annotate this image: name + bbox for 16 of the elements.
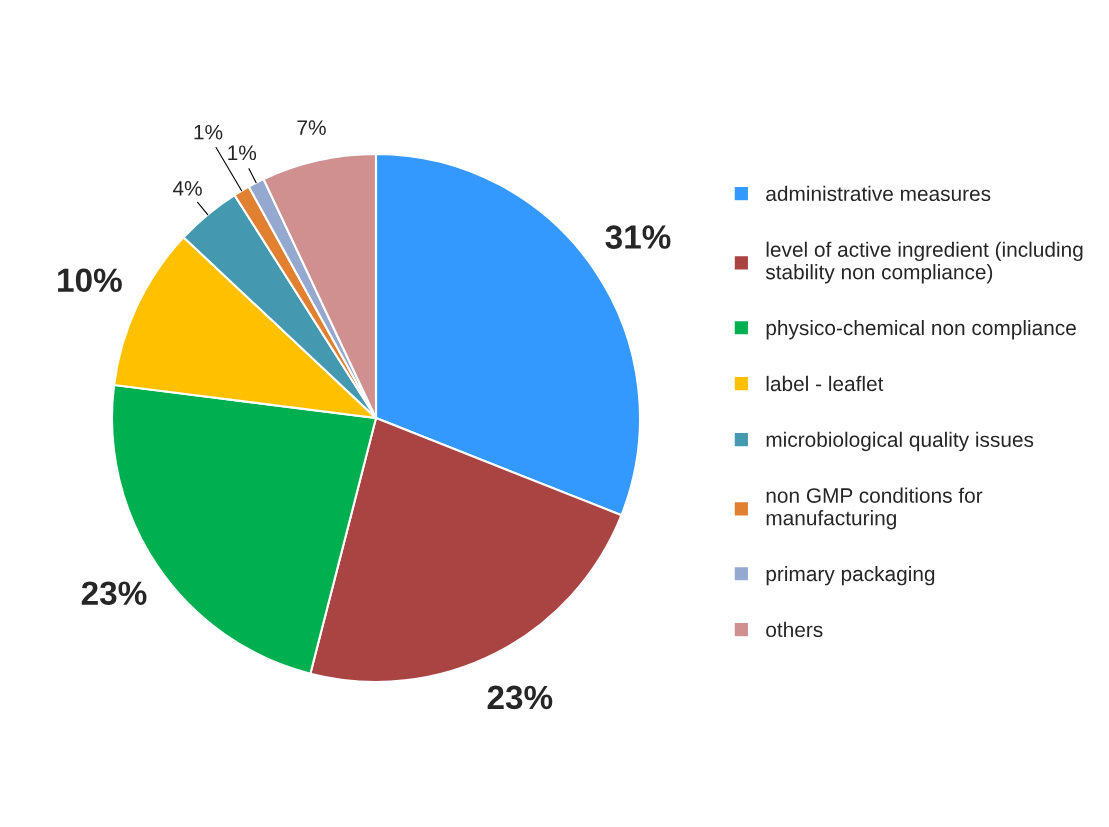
legend-label: microbiological quality issues — [766, 431, 1034, 452]
data-label: 1% — [194, 124, 223, 140]
data-label: 4% — [172, 181, 202, 196]
legend-label: non GMP conditions for manufacturing — [766, 487, 983, 530]
data-label: 7% — [297, 120, 326, 135]
legend-label: label - leaflet — [766, 375, 884, 392]
legend-label: primary packaging — [766, 565, 935, 586]
data-label: 1% — [228, 145, 257, 161]
legend-label: administrative measures — [766, 185, 991, 202]
data-label: 23% — [487, 685, 553, 710]
legend-label: others — [766, 621, 823, 638]
legend-label: level of active ingredient (including stability non compliance) — [765, 241, 1083, 284]
data-label: 23% — [81, 581, 147, 606]
data-label: 10% — [58, 268, 122, 293]
legend-label: physico-chemical non compliance — [766, 319, 1076, 340]
data-label: 31% — [605, 225, 671, 249]
